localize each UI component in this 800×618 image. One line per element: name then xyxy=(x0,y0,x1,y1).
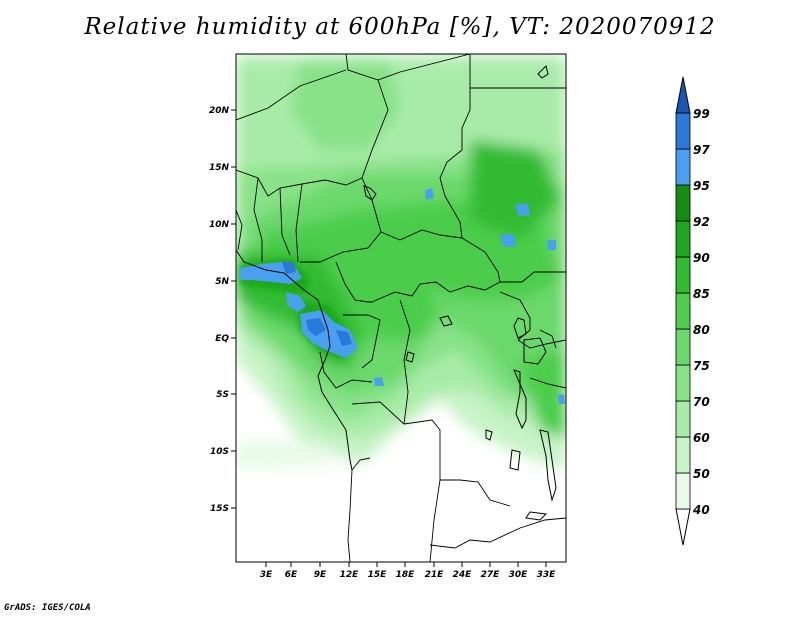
saturated-patches xyxy=(240,188,565,404)
lat-label-15S: 15S xyxy=(210,504,229,514)
lon-tick-9E: 9E xyxy=(314,562,327,580)
lon-tick-3E: 3E xyxy=(260,562,273,580)
lon-label-3E: 3E xyxy=(260,570,273,580)
colorbar-segment-70-75 xyxy=(675,364,691,402)
lat-label-5N: 5N xyxy=(215,277,229,287)
lat-tick-20N: 20N xyxy=(209,106,236,116)
colorbar-label-97: 97 xyxy=(693,143,710,157)
lon-tick-24E: 24E xyxy=(453,562,473,580)
lon-tick-27E: 27E xyxy=(481,562,501,580)
colorbar-label-90: 90 xyxy=(693,251,710,265)
lat-label-10S: 10S xyxy=(210,447,229,457)
lon-label-18E: 18E xyxy=(396,570,416,580)
colorbar-segment-60-70 xyxy=(675,400,691,438)
lat-tick-5S: 5S xyxy=(216,390,236,400)
lon-label-21E: 21E xyxy=(425,570,445,580)
colorbar-label-40: 40 xyxy=(692,503,710,517)
grads-credit: GrADS: IGES/COLA xyxy=(4,603,91,613)
lon-label-15E: 15E xyxy=(368,570,388,580)
lon-label-6E: 6E xyxy=(285,570,298,580)
colorbar-label-80: 80 xyxy=(693,323,710,337)
colorbar-segments xyxy=(675,76,691,546)
latitude-axis: 20N 15N 10N 5N EQ 5S 10S 15S xyxy=(209,106,236,514)
colorbar-segment-95-97 xyxy=(675,148,691,186)
lat-label-5S: 5S xyxy=(216,390,229,400)
colorbar-segment-97-99 xyxy=(675,112,691,150)
colorbar: 40 50 60 70 75 80 85 90 92 95 97 99 xyxy=(675,76,710,546)
colorbar-segment-90-92 xyxy=(675,220,691,258)
colorbar-label-50: 50 xyxy=(693,467,710,481)
lon-label-9E: 9E xyxy=(314,570,327,580)
colorbar-segment-50-60 xyxy=(675,436,691,474)
lat-tick-10S: 10S xyxy=(210,447,236,457)
colorbar-label-70: 70 xyxy=(693,395,710,409)
colorbar-segment-75-80 xyxy=(675,328,691,366)
lat-label-EQ: EQ xyxy=(215,334,229,344)
colorbar-label-85: 85 xyxy=(693,287,710,301)
lon-label-33E: 33E xyxy=(537,570,557,580)
lon-label-30E: 30E xyxy=(509,570,529,580)
colorbar-segment-80-85 xyxy=(675,292,691,330)
lon-label-12E: 12E xyxy=(340,570,360,580)
lon-label-24E: 24E xyxy=(453,570,473,580)
lon-label-27E: 27E xyxy=(481,570,501,580)
chart-title: Relative humidity at 600hPa [%], VT: 202… xyxy=(84,14,716,40)
lon-tick-18E: 18E xyxy=(396,562,416,580)
colorbar-label-60: 60 xyxy=(693,431,710,445)
lat-tick-5N: 5N xyxy=(215,277,236,287)
colorbar-segment-below-40 xyxy=(675,508,691,546)
lat-label-20N: 20N xyxy=(209,106,230,116)
lat-label-15N: 15N xyxy=(209,163,230,173)
colorbar-segment-40-50 xyxy=(675,472,691,510)
lat-tick-10N: 10N xyxy=(209,220,236,230)
colorbar-label-95: 95 xyxy=(693,179,710,193)
lat-tick-15N: 15N xyxy=(209,163,236,173)
coastline xyxy=(236,65,557,521)
lat-tick-15S: 15S xyxy=(210,504,236,514)
lon-tick-30E: 30E xyxy=(509,562,529,580)
colorbar-segment-85-90 xyxy=(675,256,691,294)
lon-tick-21E: 21E xyxy=(425,562,445,580)
country-borders xyxy=(236,54,566,562)
lat-label-10N: 10N xyxy=(209,220,230,230)
colorbar-label-92: 92 xyxy=(693,215,710,229)
lon-tick-6E: 6E xyxy=(285,562,298,580)
colorbar-segment-above-99 xyxy=(675,76,691,114)
lon-tick-15E: 15E xyxy=(368,562,388,580)
colorbar-label-75: 75 xyxy=(693,359,710,373)
colorbar-segment-92-95 xyxy=(675,184,691,222)
lat-tick-EQ: EQ xyxy=(215,334,236,344)
humidity-field xyxy=(236,54,566,562)
map-frame xyxy=(235,53,567,563)
lon-tick-12E: 12E xyxy=(340,562,360,580)
colorbar-label-99: 99 xyxy=(693,107,710,121)
lon-tick-33E: 33E xyxy=(537,562,557,580)
longitude-axis: 3E 6E 9E 12E 15E 18E 21E 24E 27E 30E 33E xyxy=(260,562,556,580)
colorbar-labels: 40 50 60 70 75 80 85 90 92 95 97 99 xyxy=(692,107,710,517)
